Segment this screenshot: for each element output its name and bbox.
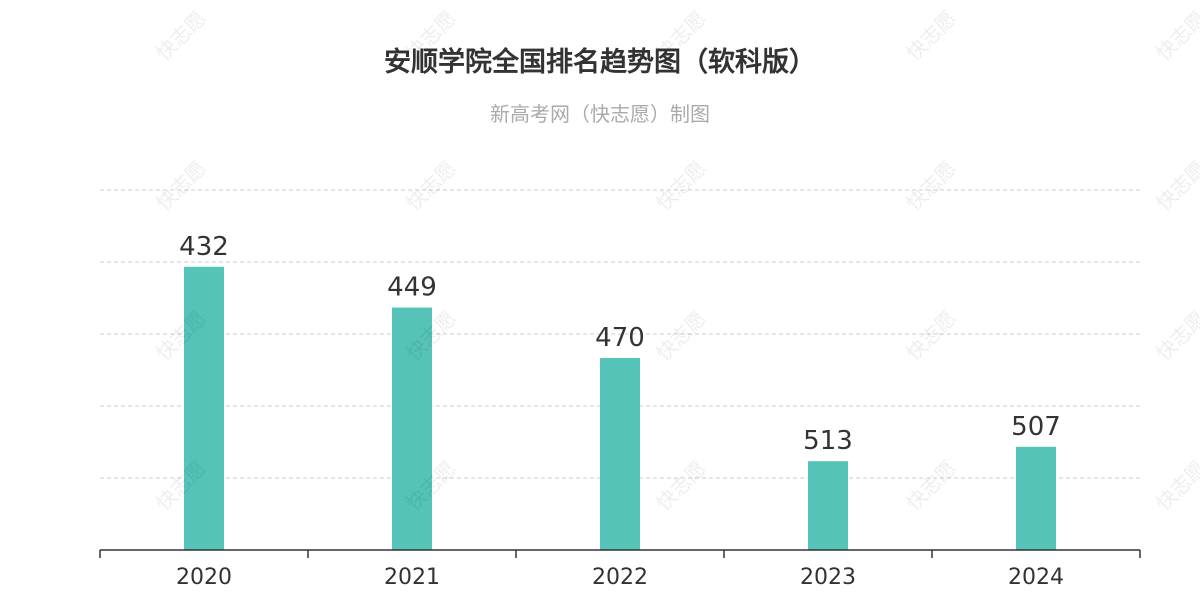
data-label-2024: 507 xyxy=(1011,412,1061,442)
x-tick-label-2024: 2024 xyxy=(1008,565,1064,590)
chart-subtitle: 新高考网（快志愿）制图 xyxy=(490,102,710,126)
bar-2023 xyxy=(808,461,848,550)
x-tick-label-2023: 2023 xyxy=(800,565,856,590)
x-axis: 2020 2021 2022 2023 2024 xyxy=(99,549,1141,590)
data-label-2022: 470 xyxy=(595,323,645,353)
data-label-2020: 432 xyxy=(179,232,229,262)
data-labels: 432 449 470 513 507 xyxy=(179,232,1061,456)
data-label-2023: 513 xyxy=(803,426,853,456)
x-tick-label-2020: 2020 xyxy=(176,565,232,590)
bar-2024 xyxy=(1016,446,1056,550)
bars xyxy=(184,266,1056,550)
bar-2022 xyxy=(600,358,640,550)
x-tick-label-2021: 2021 xyxy=(384,565,440,590)
x-tick-label-2022: 2022 xyxy=(592,565,648,590)
bar-2021 xyxy=(392,307,432,550)
data-label-2021: 449 xyxy=(387,273,437,303)
chart-title: 安顺学院全国排名趋势图（软科版） xyxy=(384,47,816,78)
bar-2020 xyxy=(184,266,224,550)
